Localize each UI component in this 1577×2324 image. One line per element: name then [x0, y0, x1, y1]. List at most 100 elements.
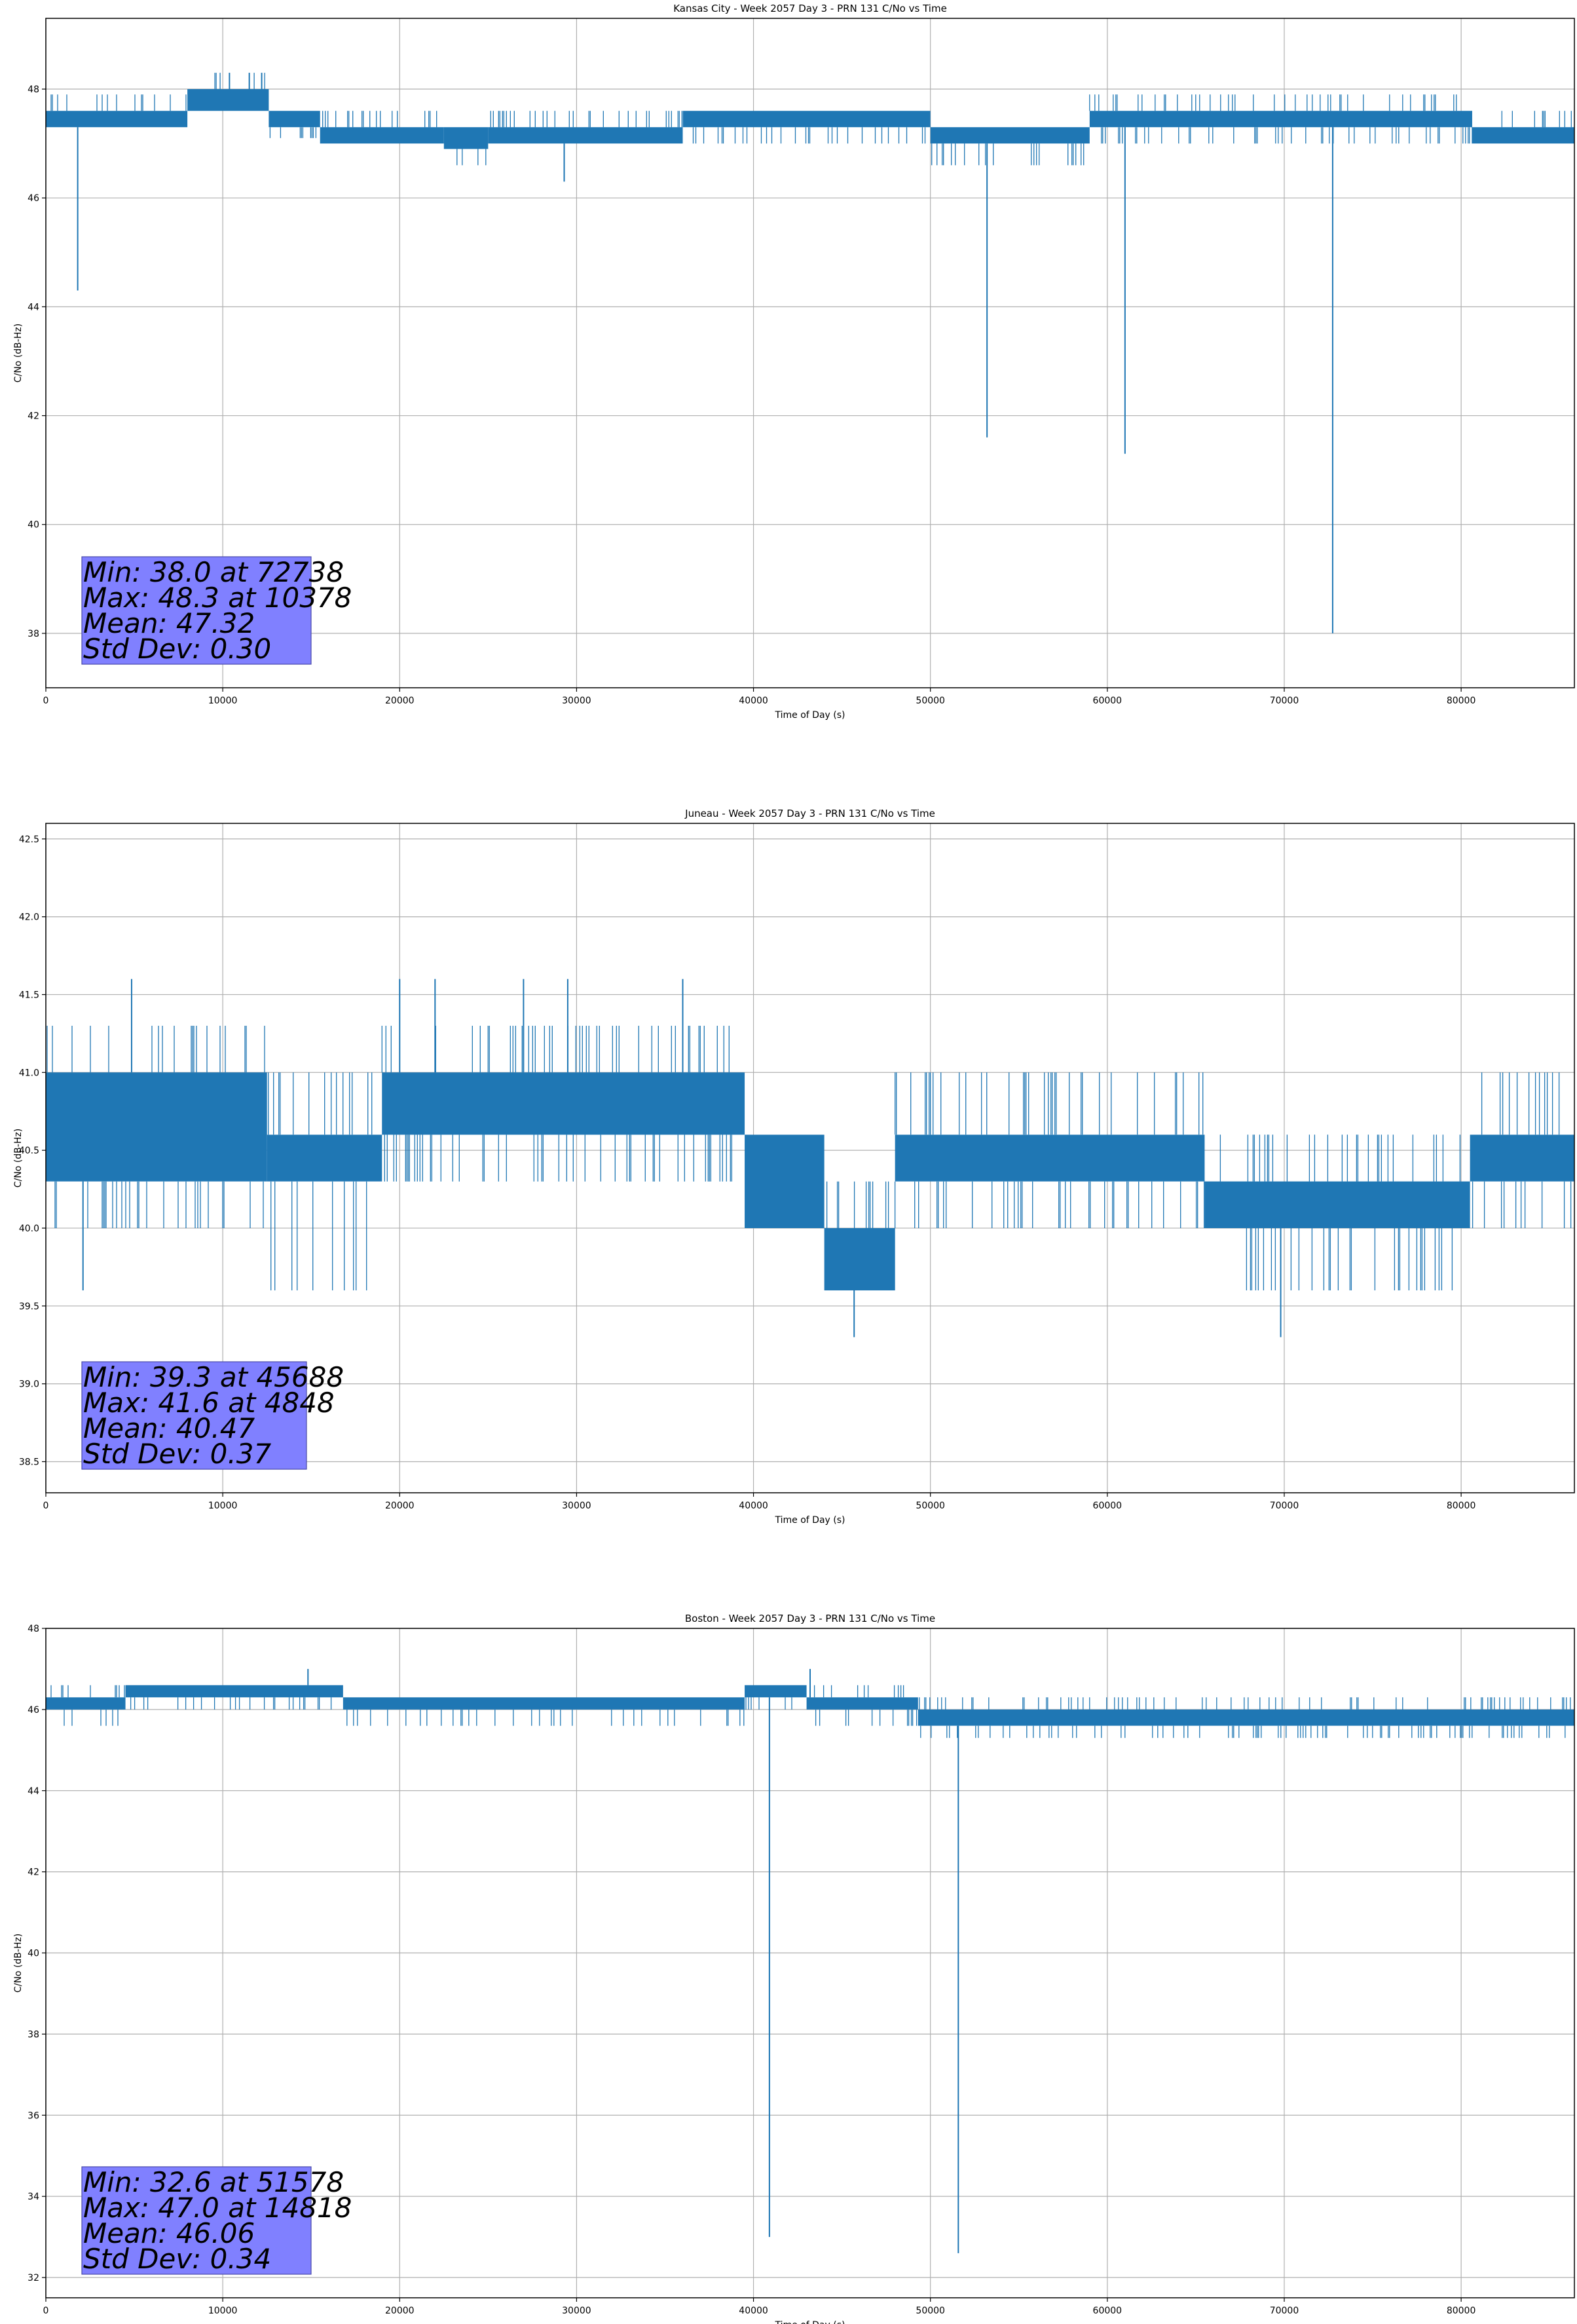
stats-line: Min: 39.3 at 45688	[83, 1361, 344, 1393]
y-axis-label: C/No (dB-Hz)	[13, 1934, 24, 1993]
stats-line: Std Dev: 0.30	[83, 633, 271, 665]
stats-line: Mean: 46.06	[83, 2217, 255, 2249]
stats-line: Std Dev: 0.34	[83, 2243, 271, 2275]
series-band	[745, 1134, 825, 1228]
series-noise	[346, 1709, 745, 1726]
stats-line: Min: 32.6 at 51578	[83, 2166, 344, 2198]
y-tick-label: 42	[28, 1867, 39, 1878]
series-band	[895, 1134, 1205, 1182]
series-noise	[130, 1697, 332, 1710]
x-tick-label: 50000	[916, 696, 945, 706]
series-noise	[46, 1026, 265, 1228]
series-noise	[322, 111, 437, 128]
series-noise	[268, 1072, 373, 1290]
series-band	[806, 1697, 918, 1710]
y-tick-label: 41.0	[19, 1068, 39, 1078]
series-band	[125, 1685, 343, 1698]
series-noise	[1219, 1134, 1461, 1290]
x-tick-label: 40000	[739, 696, 768, 706]
y-tick-label: 38	[28, 629, 39, 639]
plot-frame	[45, 823, 1575, 1493]
stats-line: Max: 47.0 at 14818	[83, 2192, 352, 2224]
x-axis-label: Time of Day (s)	[775, 1515, 845, 1526]
series-band	[1204, 1181, 1470, 1228]
series-band	[267, 1134, 382, 1182]
y-tick-label: 40.0	[19, 1224, 39, 1234]
stats-box	[81, 2166, 312, 2275]
x-tick-label: 20000	[385, 1501, 415, 1511]
series-noise	[692, 127, 926, 144]
x-tick-label: 10000	[208, 696, 238, 706]
y-tick-label: 40	[28, 1949, 39, 1959]
y-tick-label: 39.0	[19, 1379, 39, 1390]
x-tick-label: 40000	[739, 2306, 768, 2316]
series-noise	[214, 73, 265, 89]
y-tick-label: 40	[28, 520, 39, 531]
chart-panel-1: 0 10000 20000 30000 40000 50000 60000 70000 8000…	[13, 3, 1575, 721]
stats-line: Mean: 47.32	[83, 607, 255, 639]
x-tick-label: 50000	[916, 2306, 945, 2316]
stats-line: Max: 48.3 at 10378	[83, 582, 352, 614]
series-band	[745, 1685, 807, 1698]
plot-frame	[45, 18, 1575, 688]
y-tick-label: 38.5	[19, 1457, 39, 1467]
series-band	[488, 127, 683, 144]
series-band	[824, 1228, 895, 1291]
y-tick-label: 46	[28, 1705, 39, 1715]
chart-panel-2: 0 10000 20000 30000 40000 50000 60000 70000 8000…	[13, 808, 1575, 1526]
series-band	[269, 111, 320, 128]
x-tick-label: 30000	[562, 2306, 591, 2316]
y-axis-label: C/No (dB-Hz)	[13, 324, 24, 383]
y-tick-label: 46	[28, 193, 39, 204]
stats-line: Max: 41.6 at 4848	[83, 1387, 335, 1419]
stats-line: Min: 38.0 at 72738	[83, 556, 344, 588]
series-band	[1472, 127, 1574, 144]
x-axis-label: Time of Day (s)	[775, 2320, 845, 2324]
chart-title: Kansas City - Week 2057 Day 3 - PRN 131 …	[673, 3, 947, 14]
x-tick-label: 80000	[1447, 2306, 1476, 2316]
series-noise	[931, 143, 1085, 166]
y-tick-label: 39.5	[19, 1302, 39, 1312]
series-band	[46, 111, 188, 128]
x-tick-label: 20000	[385, 2306, 415, 2316]
y-tick-label: 38	[28, 2029, 39, 2040]
series-band	[187, 89, 269, 111]
y-tick-label: 42	[28, 411, 39, 422]
series-noise	[919, 1697, 1571, 1738]
series-band	[443, 127, 489, 149]
y-tick-label: 42.5	[19, 834, 39, 845]
x-tick-label: 60000	[1093, 2306, 1122, 2316]
x-tick-label: 30000	[562, 696, 591, 706]
x-tick-label: 0	[43, 1501, 49, 1511]
series-noise	[1089, 94, 1470, 144]
y-tick-label: 34	[28, 2192, 39, 2202]
series-band	[46, 1697, 126, 1710]
x-tick-label: 30000	[562, 1501, 591, 1511]
series-band	[1470, 1134, 1574, 1182]
y-tick-label: 48	[28, 1624, 39, 1634]
stats-box	[81, 556, 312, 665]
x-tick-label: 0	[43, 2306, 49, 2316]
x-tick-label: 70000	[1270, 696, 1299, 706]
series-band	[46, 1072, 267, 1182]
series-noise	[813, 1685, 918, 1726]
series-noise	[456, 149, 487, 166]
chart-panel-3: 0 10000 20000 30000 40000 50000 60000 70000 8000…	[13, 1613, 1575, 2324]
series-noise	[490, 111, 682, 128]
series-band	[1089, 111, 1472, 128]
x-tick-label: 70000	[1270, 1501, 1299, 1511]
x-tick-label: 0	[43, 696, 49, 706]
series-band	[930, 127, 1090, 144]
series-noise	[50, 94, 187, 111]
y-tick-label: 41.5	[19, 990, 39, 1000]
y-axis-label: C/No (dB-Hz)	[13, 1129, 24, 1188]
y-tick-label: 48	[28, 84, 39, 95]
x-tick-label: 50000	[916, 1501, 945, 1511]
series-noise	[381, 1026, 732, 1182]
x-tick-label: 60000	[1093, 696, 1122, 706]
x-tick-label: 20000	[385, 696, 415, 706]
series-noise	[745, 1697, 792, 1710]
series-noise	[895, 1072, 1205, 1228]
x-axis-label: Time of Day (s)	[775, 710, 845, 721]
series-noise	[826, 1181, 896, 1228]
